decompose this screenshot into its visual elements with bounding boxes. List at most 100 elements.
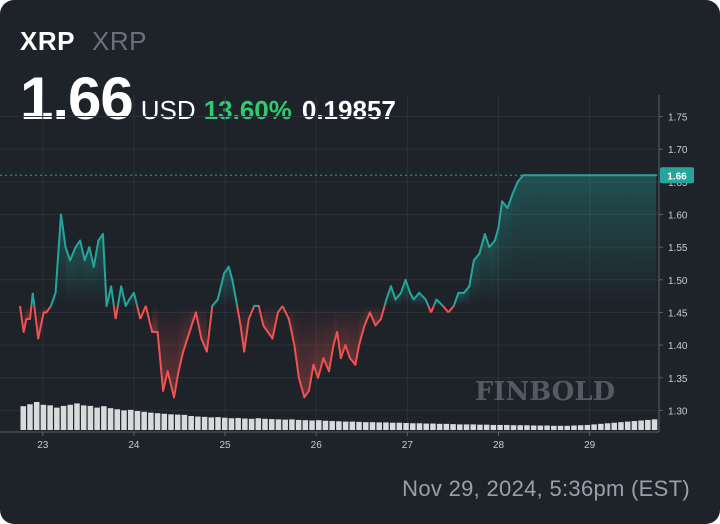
price-segment <box>156 331 165 392</box>
price-segment <box>383 299 388 307</box>
price-segment <box>472 252 481 262</box>
price-segment <box>205 305 214 352</box>
volume-bar <box>161 413 168 430</box>
volume-bar <box>40 404 47 430</box>
volume-bar <box>168 414 174 430</box>
area-segment <box>98 234 103 306</box>
volume-bar <box>268 419 275 430</box>
area-segment <box>345 305 350 359</box>
price-segment <box>22 317 28 334</box>
volume-bar <box>470 424 476 430</box>
price-segment <box>385 285 392 301</box>
y-tick-label: 1.70 <box>668 145 688 156</box>
volume-bar <box>134 410 141 430</box>
price-segment <box>506 193 514 209</box>
price-segment <box>412 291 421 301</box>
price-segment <box>182 331 191 353</box>
price-segment <box>231 278 238 301</box>
price-segment <box>483 233 491 249</box>
price-segment <box>281 305 290 320</box>
price-segment <box>69 246 77 262</box>
volume-bar <box>228 418 235 430</box>
price-segment <box>432 299 438 307</box>
volume-bar <box>107 408 114 430</box>
area-segment <box>400 279 406 306</box>
volume-bar <box>598 423 604 430</box>
price-segment <box>394 291 402 301</box>
volume-bar <box>356 421 362 430</box>
price-segment <box>177 350 185 373</box>
area-segment <box>641 175 648 306</box>
volume-bar <box>477 424 483 430</box>
area-segment <box>489 240 495 306</box>
volume-bar <box>403 423 409 430</box>
volume-bar <box>483 424 490 430</box>
y-tick-label: 1.60 <box>668 210 688 221</box>
change-percent: 13.60% <box>203 95 292 125</box>
price-segment <box>37 311 45 340</box>
y-tick-label: 1.75 <box>668 113 688 124</box>
price-segment <box>307 363 315 392</box>
volume-bar <box>47 405 53 430</box>
volume-bar <box>20 406 27 430</box>
price-segment <box>29 305 33 320</box>
volume-bars <box>20 402 658 430</box>
volume-bar <box>524 425 530 430</box>
price-segment <box>200 337 208 353</box>
volume-bar <box>618 422 624 430</box>
x-tick-label: 26 <box>311 440 323 451</box>
area-segment <box>573 175 578 306</box>
volume-bar <box>329 421 335 430</box>
volume-bar <box>517 425 523 430</box>
price-segment <box>317 357 325 379</box>
currency-label: USD <box>140 95 196 125</box>
price-segment <box>139 305 147 320</box>
volume-bar <box>383 422 389 430</box>
price-segment <box>430 305 435 313</box>
volume-bar <box>181 414 188 430</box>
area-segment <box>636 175 642 306</box>
price-segment <box>124 298 131 307</box>
area-segment <box>587 175 594 306</box>
price-segment <box>194 311 203 340</box>
area-segment <box>419 292 426 306</box>
area-segment <box>224 266 229 306</box>
area-segment <box>557 175 563 306</box>
volume-bar <box>651 419 658 430</box>
volume-bar <box>215 417 221 430</box>
price-segment <box>105 285 113 307</box>
price-segment <box>297 376 306 399</box>
volume-bar <box>490 424 497 430</box>
volume-bar <box>154 413 161 430</box>
volume-bar <box>349 421 356 430</box>
area-segment <box>603 175 608 306</box>
price-segment <box>132 292 139 307</box>
y-tick-label: 1.45 <box>668 308 688 319</box>
volume-bar <box>510 425 517 430</box>
area-segment <box>89 247 94 306</box>
volume-bar <box>208 417 215 430</box>
area-segment <box>621 175 627 306</box>
area-segment <box>93 240 99 306</box>
volume-bar <box>624 421 631 430</box>
volume-bar <box>611 422 618 430</box>
price-segment <box>239 324 246 353</box>
volume-bar <box>591 424 597 430</box>
price-segment <box>424 299 430 307</box>
price-segment <box>114 305 119 320</box>
area-segment <box>562 175 568 306</box>
price-segment <box>83 246 91 262</box>
volume-bar <box>497 424 503 430</box>
area-segment <box>532 175 538 306</box>
change-value: 0.19857 <box>301 95 396 125</box>
y-tick-label: 1.35 <box>668 374 688 385</box>
area-segment <box>507 194 513 306</box>
area-segment <box>313 305 319 378</box>
area-segment <box>517 175 524 306</box>
y-tick-label: 1.40 <box>668 341 688 352</box>
volume-bar <box>195 416 201 430</box>
area-segment <box>473 253 480 306</box>
volume-bar <box>188 416 194 430</box>
area-segment <box>512 181 518 306</box>
